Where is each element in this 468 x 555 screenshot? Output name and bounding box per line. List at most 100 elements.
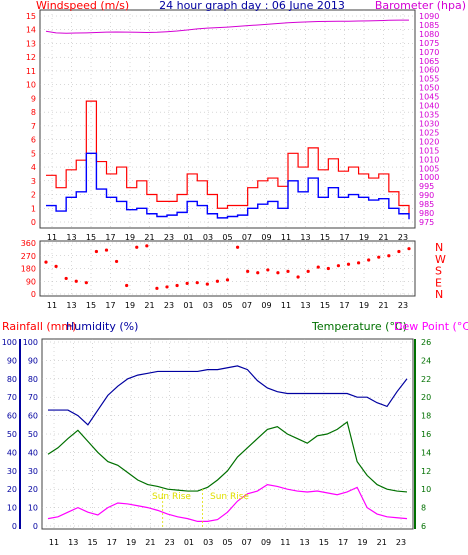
humidity-ytick-label: 90 — [28, 356, 38, 365]
temp-ytick-label: 6 — [421, 522, 426, 531]
rain-ytick-label: 50 — [7, 430, 17, 439]
wind-ytick-label: 4 — [31, 163, 36, 172]
dir-ytick-label: 270 — [21, 252, 36, 261]
compass-label: W — [435, 253, 446, 266]
temp-ytick-label: 14 — [421, 448, 431, 457]
baro-ytick-label: 1065 — [419, 57, 439, 66]
dir-xtick-label: 21 — [378, 301, 388, 310]
direction-point — [266, 268, 270, 272]
direction-point — [135, 245, 139, 249]
baro-ytick-label: 990 — [419, 191, 434, 200]
wind-xtick-label: 09 — [261, 233, 271, 242]
temp-xtick-label: 21 — [145, 538, 155, 547]
dir-xtick-label: 07 — [242, 301, 252, 310]
dir-xtick-label: 11 — [281, 301, 291, 310]
temp-ytick-label: 8 — [421, 504, 426, 513]
wind-ylabel: Windspeed (m/s) — [36, 0, 129, 12]
compass-label: N — [435, 241, 443, 254]
direction-point — [225, 278, 230, 282]
baro-ytick-label: 975 — [419, 218, 434, 227]
temp-xtick-label: 21 — [377, 538, 387, 547]
baro-ytick-label: 1010 — [419, 155, 439, 164]
temp-ytick-label: 22 — [421, 375, 431, 384]
direction-point — [165, 285, 169, 289]
direction-point — [407, 247, 411, 251]
temp-xtick-label: 17 — [338, 538, 348, 547]
temp-ytick-label: 12 — [421, 467, 431, 476]
baro-ytick-label: 1050 — [419, 84, 439, 93]
wind-ytick-label: 7 — [31, 122, 36, 131]
temp-ytick-label: 18 — [421, 412, 431, 421]
direction-point — [326, 266, 330, 271]
wind-xtick-label: 11 — [281, 233, 291, 242]
wind-plot — [45, 19, 410, 220]
direction-point — [104, 248, 109, 252]
baro-ytick-label: 1030 — [419, 119, 439, 128]
wind-ytick-label: 14 — [26, 26, 36, 35]
wind-ytick-label: 6 — [31, 136, 36, 145]
direction-point — [64, 276, 68, 281]
wind-xtick-label: 23 — [398, 233, 408, 242]
direction-point — [286, 269, 290, 273]
wind-ytick-label: 13 — [26, 39, 36, 48]
dir-xtick-label: 13 — [66, 301, 76, 310]
temp-ylabel: Temperature (°C) — [311, 320, 407, 333]
dir-xtick-label: 15 — [320, 301, 330, 310]
humidity-ytick-label: 100 — [23, 338, 38, 347]
humidity-ytick-label: 80 — [28, 375, 38, 384]
dir-xtick-label: 13 — [300, 301, 310, 310]
temp-xtick-label: 11 — [49, 538, 59, 547]
direction-point — [235, 245, 240, 249]
wind-xtick-label: 15 — [86, 233, 96, 242]
baro-ytick-label: 1005 — [419, 164, 439, 173]
wind-xtick-label: 13 — [300, 233, 310, 242]
direction-point — [397, 249, 401, 254]
sunrise-note-1: Sun Rise — [152, 492, 191, 502]
dir-xtick-label: 19 — [125, 301, 135, 310]
direction-point — [205, 282, 209, 286]
rain-ytick-label: 60 — [7, 412, 17, 421]
direction-point — [316, 265, 320, 269]
wind-ytick-label: 10 — [26, 81, 36, 90]
dir-xtick-label: 01 — [183, 301, 193, 310]
wind-xtick-label: 21 — [144, 233, 154, 242]
rain-ytick-label: 20 — [7, 485, 17, 494]
rain-ytick-label: 30 — [7, 467, 17, 476]
humidity-ytick-label: 60 — [28, 412, 38, 421]
direction-point — [306, 269, 310, 273]
direction-point — [94, 249, 99, 254]
wind-xtick-label: 17 — [105, 233, 115, 242]
baro-ytick-label: 1085 — [419, 21, 439, 30]
rain-ytick-label: 100 — [2, 338, 17, 347]
baro-ytick-label: 1075 — [419, 39, 439, 48]
direction-grid — [40, 241, 415, 296]
dir-xtick-label: 19 — [359, 301, 369, 310]
dir-xtick-label: 17 — [339, 301, 349, 310]
temp-ytick-label: 20 — [421, 393, 431, 402]
dir-ytick-label: 360 — [21, 239, 36, 248]
dir-xtick-label: 03 — [203, 301, 213, 310]
axis-ticks: 0123456789101112131415975980985990995100… — [2, 12, 446, 547]
baro-ytick-label: 1035 — [419, 111, 439, 120]
direction-plot — [44, 244, 411, 290]
baro-ytick-label: 1040 — [419, 102, 439, 111]
baro-ytick-label: 1080 — [419, 30, 439, 39]
wind-xtick-label: 15 — [320, 233, 330, 242]
compass-label: S — [435, 265, 442, 278]
temp-xtick-label: 13 — [68, 538, 78, 547]
wind-ytick-label: 1 — [31, 204, 36, 213]
wind-xtick-label: 01 — [183, 233, 193, 242]
baro-ytick-label: 1015 — [419, 146, 439, 155]
gust-line — [46, 100, 410, 214]
direction-point — [346, 262, 351, 266]
wind-ytick-label: 8 — [31, 108, 36, 117]
wind-xtick-label: 21 — [378, 233, 388, 242]
baro-ylabel: Barometer (hpa) — [375, 0, 466, 12]
baro-ytick-label: 1090 — [419, 12, 439, 21]
direction-point — [246, 269, 250, 273]
humidity-ytick-label: 0 — [33, 522, 38, 531]
wind-xtick-label: 05 — [222, 233, 232, 242]
temp-xtick-label: 01 — [184, 538, 194, 547]
direction-point — [114, 259, 119, 264]
